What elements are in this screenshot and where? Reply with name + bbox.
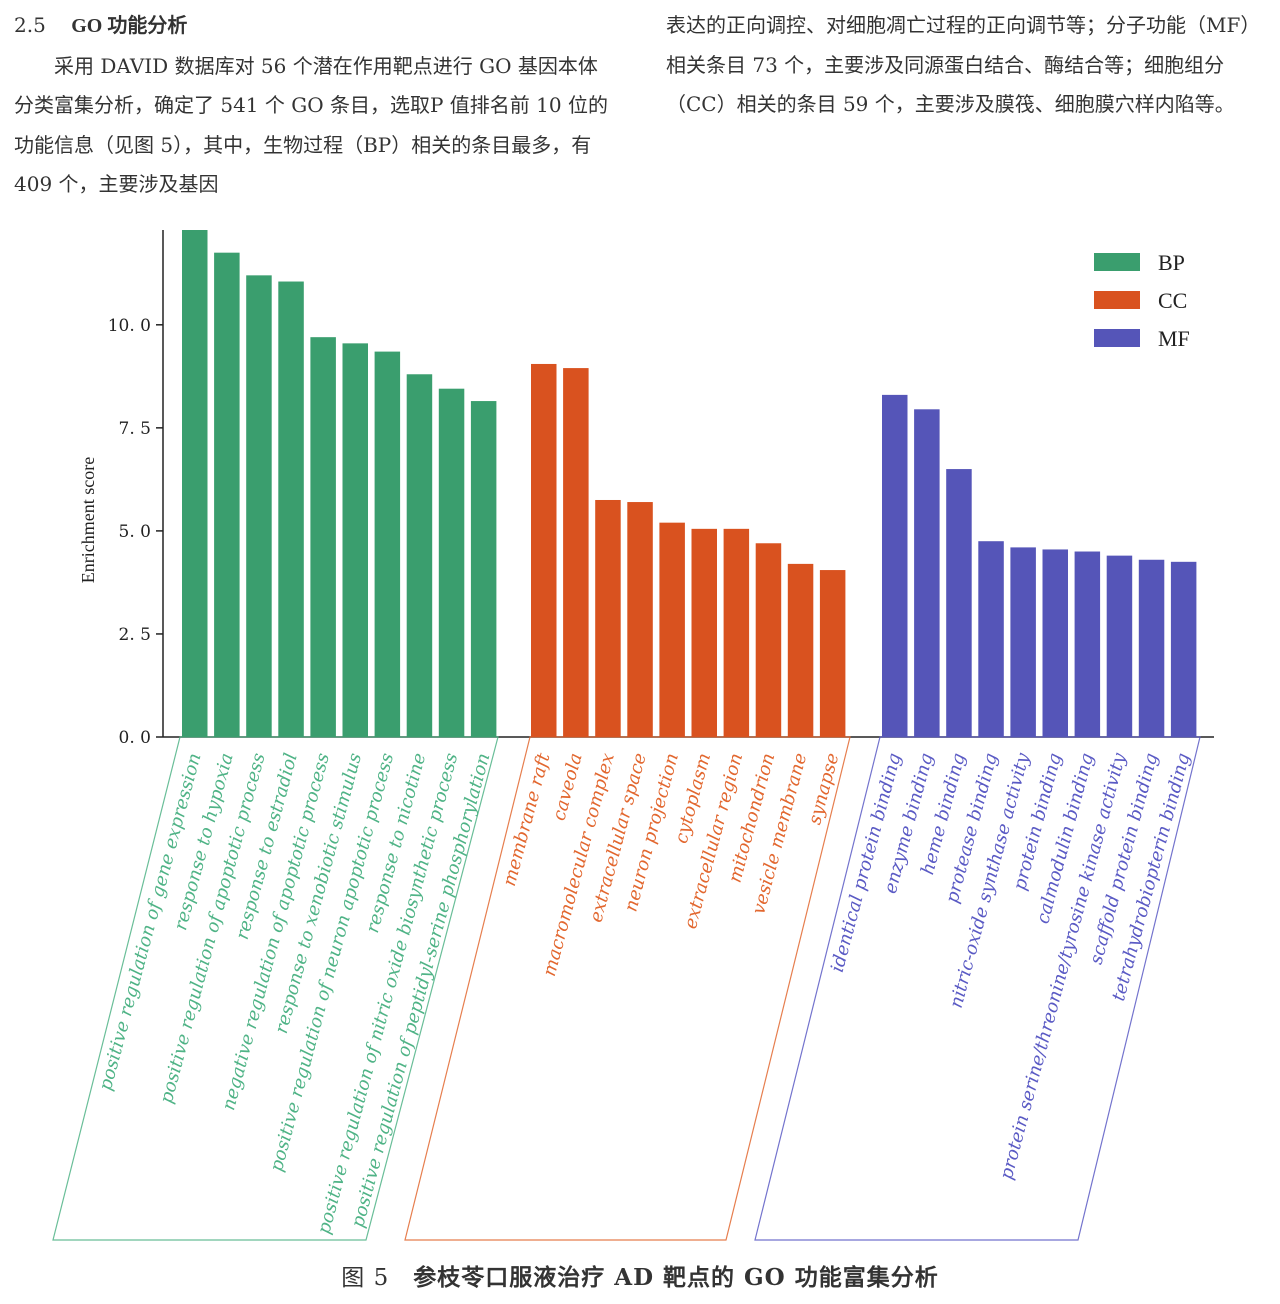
bar-cc-0 [531,363,557,737]
bar-mf-9 [1170,561,1197,737]
figure-number: 图 5 [341,1265,390,1291]
y-tick-label: 5. 0 [119,522,151,542]
legend-swatch-cc [1094,291,1140,309]
section-number: 2.5 [14,13,46,37]
bar-bp-8 [438,388,465,737]
left-text-column: 2.5 GO 功能分析 采用 DAVID 数据库对 56 个潜在作用靶点进行 G… [14,6,614,205]
legend-label-mf: MF [1158,326,1190,351]
bar-bp-6 [374,351,401,737]
legend-swatch-bp [1094,253,1140,271]
category-label: caveola [549,751,587,823]
bar-mf-1 [914,409,940,737]
bar-bp-0 [182,230,208,737]
bar-cc-8 [787,563,814,737]
bar-bp-9 [470,401,497,737]
bar-bp-7 [406,374,433,737]
y-axis-label: Enrichment score [78,457,98,583]
bar-mf-6 [1074,551,1101,737]
figure-caption: 图 5 参枝苓口服液治疗 AD 靶点的 GO 功能富集分析 [0,1258,1280,1292]
bar-bp-5 [342,343,368,737]
section-heading: 2.5 GO 功能分析 [14,6,614,47]
bar-bp-4 [310,337,336,737]
right-text-column: 表达的正向调控、对细胞凋亡过程的正向调节等；分子功能（MF）相关条目 73 个，… [666,6,1266,125]
y-tick-label: 0. 0 [119,728,151,748]
bar-cc-6 [723,528,750,737]
category-label: membrane raft [499,750,555,888]
bar-cc-7 [755,543,782,737]
bar-mf-2 [946,469,972,737]
bar-cc-4 [659,522,685,737]
y-tick-label: 10. 0 [108,316,151,336]
bar-bp-1 [214,252,240,738]
bar-mf-8 [1138,559,1165,737]
bar-mf-3 [978,541,1004,737]
bar-bp-3 [278,281,304,737]
bar-mf-0 [882,394,908,737]
bar-mf-4 [1010,547,1036,737]
bar-cc-5 [691,528,717,737]
right-paragraph: 表达的正向调控、对细胞凋亡过程的正向调节等；分子功能（MF）相关条目 73 个，… [666,13,1261,116]
bar-cc-3 [627,502,653,737]
y-tick-label: 2. 5 [119,625,151,645]
figure-title: 参枝苓口服液治疗 AD 靶点的 GO 功能富集分析 [413,1264,939,1291]
section-title: GO 功能分析 [71,15,188,37]
bar-cc-9 [819,570,846,737]
bar-cc-2 [595,499,621,737]
bar-mf-5 [1042,549,1068,737]
left-paragraph: 采用 DAVID 数据库对 56 个潜在作用靶点进行 GO 基因本体分类富集分析… [14,53,608,197]
bar-bp-2 [246,275,272,737]
y-tick-label: 7. 5 [119,419,151,439]
legend-label-bp: BP [1158,250,1185,275]
bar-mf-7 [1106,555,1133,737]
bar-cc-1 [563,368,589,737]
legend-label-cc: CC [1158,288,1187,313]
legend-swatch-mf [1094,329,1140,347]
